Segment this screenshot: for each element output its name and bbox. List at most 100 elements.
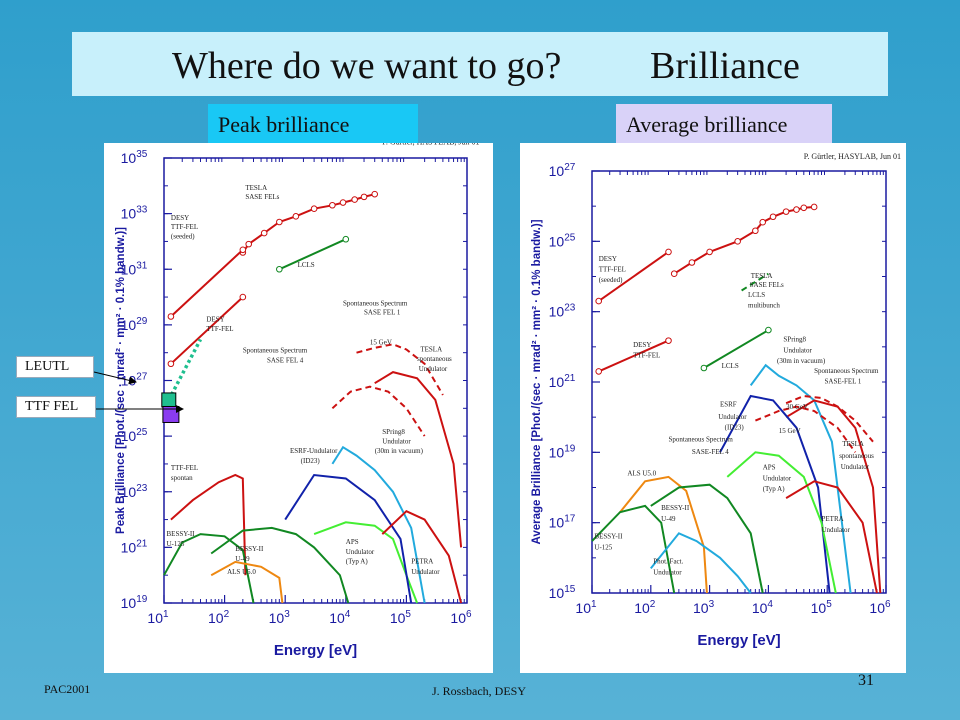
series-14 [381, 510, 463, 604]
annotation-17: ESRF [720, 401, 737, 409]
annotation-15: SASE-FEL 1 [825, 378, 862, 386]
series-0-point-7 [782, 208, 790, 215]
series-3-point-1 [665, 337, 672, 344]
y-tick-label-0: 1019 [121, 594, 148, 611]
average-brilliance-chart: 101 102 103 104 105 106 1015 1017 1019 1021 1023 10… [520, 143, 906, 673]
series-0-point-3 [734, 238, 741, 245]
series-3-point-0 [167, 360, 175, 368]
x-axis-label: Energy [eV] [274, 642, 357, 659]
series-9 [719, 394, 831, 594]
y-tick-label-0: 1015 [549, 584, 576, 601]
annotation-13: 15 GeV [370, 338, 392, 346]
annotation-19: (ID23) [725, 423, 745, 431]
series-line-13 [331, 445, 426, 604]
annotation-3: LCLS [748, 291, 765, 299]
y-tick-label-1: 1017 [549, 514, 576, 531]
series-0-point-6 [769, 213, 777, 221]
plot-frame [163, 157, 468, 604]
series-line-2 [598, 251, 670, 302]
footer-author: J. Rossbach, DESY [432, 684, 527, 698]
series-line-11 [619, 475, 708, 594]
average-brilliance-label: Average brilliance [616, 104, 832, 146]
series-10 [726, 451, 837, 594]
annotation-1: TESLA [751, 272, 773, 280]
annotation-4: DESY [171, 214, 189, 222]
series-0-point-10 [371, 190, 379, 198]
series-line-2 [170, 249, 244, 318]
annotation-2: SASE FELs [245, 193, 279, 201]
y-axis-label: Peak Brilliance [Phot./(sec · mrad² · mm… [115, 227, 127, 534]
series-1-point-0 [276, 265, 283, 273]
annotation-9: Spontaneous Spectrum [343, 299, 408, 307]
series-line-1 [278, 238, 347, 271]
annotation-28: ALS U5.0 [227, 568, 256, 576]
series-2 [595, 248, 672, 305]
series-line-7 [170, 473, 247, 576]
annotation-16: Undulator [419, 365, 448, 373]
series-4-point-0 [700, 364, 708, 372]
annotation-33: Undulator [411, 568, 440, 576]
series-9 [163, 533, 255, 604]
series-0-point-2 [260, 229, 268, 237]
series-2-point-0 [595, 297, 602, 305]
annotation-26: APS [763, 463, 776, 471]
x-tick-label-4: 105 [390, 609, 412, 626]
annotation-0: P. Gürtler, HASYLAB, Jun 01 [804, 152, 901, 161]
annotation-29: APS [346, 538, 359, 546]
peak-brilliance-label: Peak brilliance [208, 104, 418, 146]
annotation-24: spontaneous [839, 452, 874, 460]
annotation-33: U-125 [594, 544, 612, 552]
annotation-16: 30 GeV [786, 403, 808, 411]
series-2-point-0 [167, 313, 175, 320]
series-3 [595, 337, 672, 375]
series-6 [785, 394, 874, 443]
y-tick-label-2: 1019 [549, 443, 576, 460]
y-tick-label-6: 1027 [549, 162, 576, 179]
series-0-point-10 [810, 203, 818, 211]
series-line-14 [381, 510, 463, 604]
x-tick-label-5: 106 [869, 599, 891, 616]
y-tick-label-7: 1033 [121, 205, 148, 222]
annotation-36: PETRA [822, 515, 844, 523]
annotation-22: SASE-FEL 4 [692, 448, 729, 456]
extra-marker-0 [161, 392, 177, 408]
series-0-point-7 [339, 199, 347, 206]
annotation-15: spontaneous [417, 355, 452, 363]
series-line-12 [650, 483, 764, 594]
series-0-point-5 [310, 205, 318, 213]
series-8 [785, 399, 882, 594]
annotation-0: P. Gürtler, HASYLAB, Jun 01 [382, 143, 479, 147]
annotation-1: TESLA [245, 184, 267, 192]
series-3 [167, 293, 247, 368]
y-tick-label-4: 1023 [549, 303, 576, 320]
x-tick-label-1: 102 [208, 609, 230, 626]
annotation-7: (seeded) [599, 276, 623, 284]
series-line-14 [650, 532, 752, 594]
series-13 [331, 445, 426, 604]
annotation-32: BESSY-II [594, 532, 623, 540]
series-0-point-2 [706, 248, 713, 256]
series-0-point-5 [759, 218, 767, 226]
annotation-18: Undulator [718, 413, 747, 421]
annotation-11: Spontaneous Spectrum [243, 347, 308, 355]
annotation-10: SASE FEL 1 [364, 308, 401, 316]
series-0-point-9 [360, 193, 368, 201]
annotation-25: Undulator [841, 463, 870, 471]
annotation-23: TESLA [842, 440, 864, 448]
series-line-8 [785, 399, 882, 594]
series-8 [210, 526, 350, 604]
series-2 [167, 246, 247, 320]
x-tick-label-3: 104 [329, 609, 351, 626]
series-line-6 [785, 394, 874, 443]
series-1 [741, 272, 769, 292]
series-15 [785, 480, 878, 594]
x-axis-label: Energy [eV] [697, 632, 780, 649]
annotation-5: TTF-FEL [171, 223, 198, 231]
y-axis-label: Average Brilliance [Phot./(sec · mrad² ·… [531, 219, 543, 544]
annotation-18: Undulator [382, 437, 411, 445]
annotation-3: LCLS [298, 261, 315, 269]
annotation-13: (30m in vacuum) [777, 357, 826, 365]
series-4 [700, 326, 772, 372]
series-0-point-1 [245, 240, 253, 248]
annotation-17: SPring8 [382, 428, 405, 436]
